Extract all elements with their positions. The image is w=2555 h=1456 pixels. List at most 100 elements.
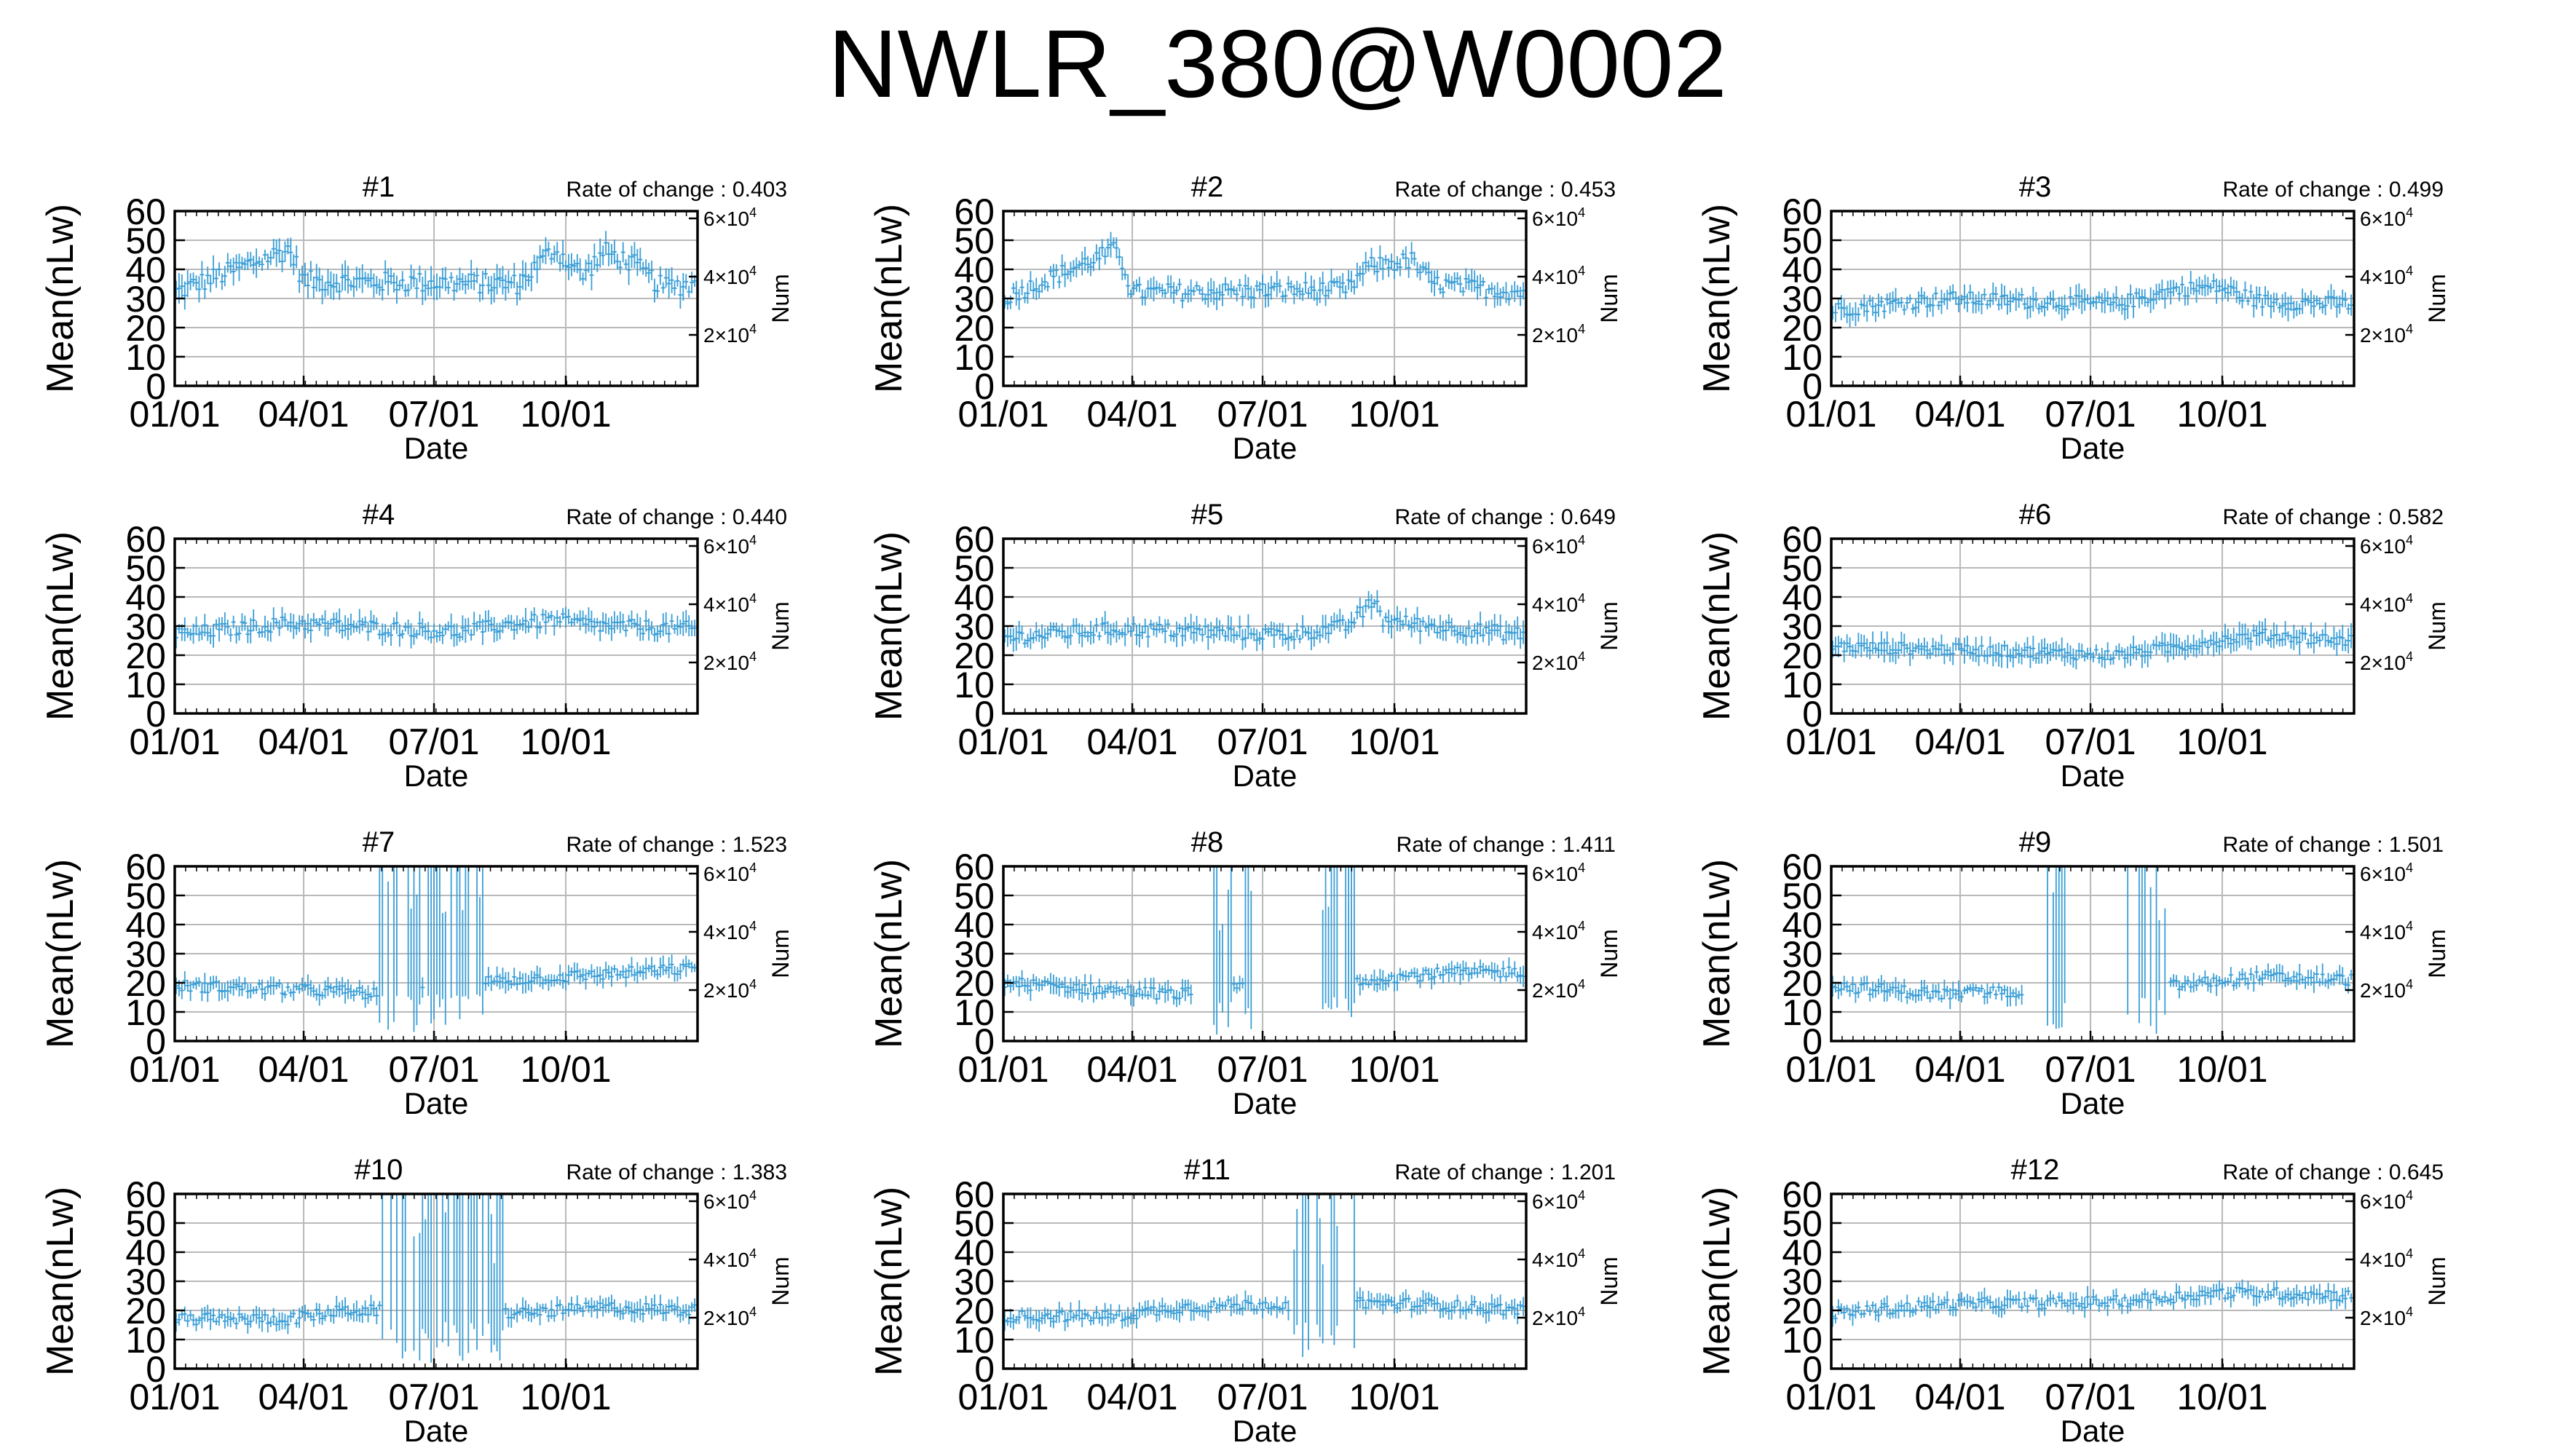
rate-of-change: Rate of change : 0.499	[2222, 178, 2444, 202]
y-axis-label: Mean(nLw)	[39, 1187, 82, 1376]
x-axis-label: Date	[2061, 759, 2125, 793]
y2-axis-label: Num	[1596, 274, 1622, 323]
y-axis-label: Mean(nLw)	[39, 204, 82, 393]
y2-tick-label: 6×104	[2360, 860, 2413, 885]
y-tick-label: 60	[125, 191, 166, 232]
y-tick-label: 50	[1782, 876, 1823, 917]
rate-of-change: Rate of change : 1.411	[1397, 833, 1616, 857]
x-tick-label: 10/01	[2176, 721, 2267, 762]
main-title: NWLR_380@W0002	[828, 10, 1727, 117]
y-axis-label: Mean(nLw)	[39, 531, 82, 721]
x-tick-label: 04/01	[1914, 1049, 2005, 1090]
x-axis-label: Date	[404, 1414, 469, 1448]
rate-of-change: Rate of change : 1.523	[566, 833, 787, 857]
y2-tick-label: 2×104	[703, 977, 757, 1002]
x-tick-label: 04/01	[258, 1377, 349, 1417]
y2-tick-label: 6×104	[703, 860, 757, 885]
x-tick-label: 04/01	[258, 721, 349, 762]
rate-of-change: Rate of change : 1.501	[2222, 833, 2444, 857]
y2-axis-label: Num	[1596, 929, 1622, 978]
y-tick-label: 30	[125, 934, 166, 975]
y2-tick-label: 4×104	[1532, 591, 1585, 616]
y-tick-label: 0	[146, 366, 166, 407]
series	[1003, 232, 1526, 311]
y2-tick-label: 4×104	[703, 264, 757, 288]
x-tick-label: 10/01	[1348, 721, 1440, 762]
x-tick-label: 07/01	[1217, 1049, 1308, 1090]
y-tick-label: 20	[954, 963, 995, 1004]
y-tick-label: 60	[954, 847, 995, 887]
x-tick-label: 07/01	[388, 1377, 479, 1417]
x-tick-label: 01/01	[1785, 1049, 1876, 1090]
y-tick-label: 0	[1802, 1021, 1823, 1062]
rate-of-change: Rate of change : 0.649	[1394, 505, 1616, 529]
panel-title: #10	[355, 1154, 403, 1186]
panel-title: #7	[363, 826, 395, 858]
y-tick-label: 20	[954, 636, 995, 676]
y2-tick-label: 2×104	[1532, 649, 1585, 674]
x-tick-label: 10/01	[1348, 394, 1440, 435]
y-tick-label: 40	[1782, 577, 1823, 618]
y-tick-label: 40	[954, 250, 995, 290]
x-axis-label: Date	[404, 1086, 469, 1120]
y-tick-label: 10	[954, 992, 995, 1033]
x-tick-label: 07/01	[1217, 394, 1308, 435]
y2-tick-label: 4×104	[1532, 919, 1585, 943]
y-tick-label: 10	[954, 665, 995, 705]
y2-tick-label: 2×104	[1532, 322, 1585, 347]
series	[1003, 866, 1526, 1035]
y-tick-label: 0	[1802, 366, 1823, 407]
y-tick-label: 60	[125, 519, 166, 560]
series	[1831, 271, 2354, 328]
y-tick-label: 0	[1802, 694, 1823, 735]
y2-axis-label: Num	[767, 929, 794, 978]
x-tick-label: 04/01	[1086, 1049, 1177, 1090]
y2-tick-label: 4×104	[703, 1246, 757, 1271]
y2-tick-label: 4×104	[2360, 591, 2413, 616]
y-tick-label: 40	[125, 1233, 166, 1273]
y-axis-label: Mean(nLw)	[868, 859, 910, 1048]
y2-axis-label: Num	[767, 601, 794, 651]
y-tick-label: 50	[125, 876, 166, 917]
y-tick-label: 60	[1782, 519, 1823, 560]
y2-tick-label: 4×104	[2360, 264, 2413, 288]
y2-tick-label: 2×104	[2360, 322, 2413, 347]
y-tick-label: 40	[125, 905, 166, 946]
y2-tick-label: 6×104	[1532, 533, 1585, 558]
y2-tick-label: 2×104	[2360, 977, 2413, 1002]
panel-title: #4	[363, 499, 395, 531]
x-tick-label: 07/01	[388, 1049, 479, 1090]
y-tick-label: 10	[125, 1320, 166, 1361]
y-tick-label: 50	[125, 548, 166, 589]
y-tick-label: 50	[954, 221, 995, 261]
y2-tick-label: 6×104	[2360, 205, 2413, 230]
y-tick-label: 20	[954, 308, 995, 349]
y-tick-label: 20	[125, 636, 166, 676]
y-tick-label: 30	[125, 279, 166, 320]
x-tick-label: 10/01	[1348, 1049, 1440, 1090]
x-tick-label: 01/01	[1785, 721, 1876, 762]
y2-tick-label: 6×104	[1532, 205, 1585, 230]
x-tick-label: 01/01	[129, 721, 220, 762]
y-tick-label: 20	[125, 1291, 166, 1332]
y2-tick-label: 2×104	[703, 322, 757, 347]
x-tick-label: 04/01	[258, 394, 349, 435]
x-tick-label: 10/01	[520, 1049, 611, 1090]
y-tick-label: 40	[125, 250, 166, 290]
panel-title: #1	[363, 171, 395, 203]
y2-tick-label: 6×104	[2360, 533, 2413, 558]
y2-tick-label: 6×104	[703, 205, 757, 230]
x-tick-label: 04/01	[258, 1049, 349, 1090]
series	[175, 606, 698, 649]
y2-tick-label: 2×104	[2360, 649, 2413, 674]
x-tick-label: 04/01	[1914, 394, 2005, 435]
rate-of-change: Rate of change : 1.383	[566, 1160, 787, 1184]
x-tick-label: 07/01	[2045, 1049, 2136, 1090]
x-tick-label: 04/01	[1914, 721, 2005, 762]
y-tick-label: 40	[954, 577, 995, 618]
